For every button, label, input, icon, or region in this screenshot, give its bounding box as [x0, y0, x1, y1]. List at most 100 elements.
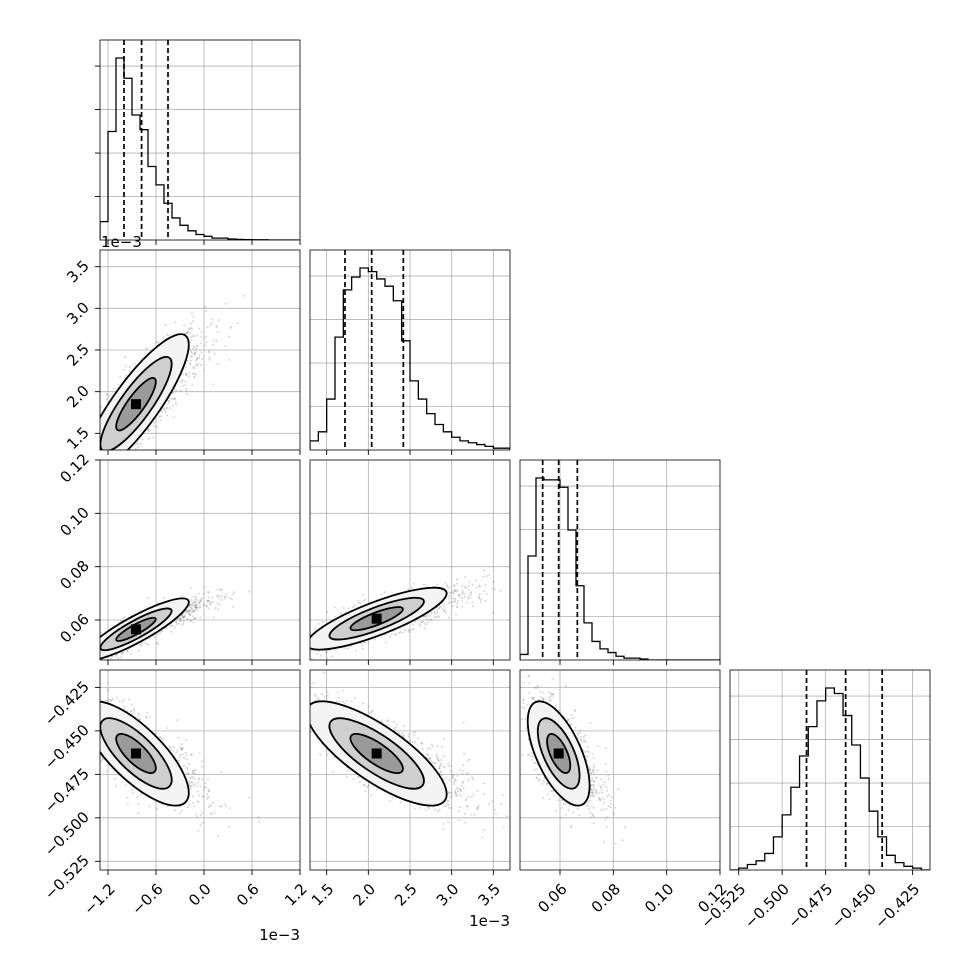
sample-point — [320, 654, 322, 657]
sample-point — [172, 746, 175, 749]
sample-point — [94, 645, 96, 647]
panel-2-2 — [519, 459, 721, 661]
sample-point — [136, 795, 139, 798]
sample-point — [92, 719, 94, 721]
sample-point — [73, 659, 75, 661]
panel-frame — [519, 459, 721, 661]
sample-point — [216, 602, 219, 604]
sample-point — [188, 609, 191, 612]
sample-point — [471, 601, 474, 604]
sample-point — [93, 655, 95, 657]
sample-point — [380, 593, 383, 596]
sample-point — [362, 641, 365, 644]
sample-point — [395, 633, 397, 636]
sample-point — [164, 411, 167, 414]
panel-2-0 — [73, 459, 301, 666]
sample-point — [185, 332, 188, 335]
sample-point — [384, 641, 387, 644]
sample-point — [219, 588, 222, 591]
sample-point — [304, 644, 306, 646]
sample-point — [111, 454, 113, 456]
sample-point — [87, 487, 89, 489]
density-peak — [131, 399, 141, 410]
sample-point — [456, 582, 459, 585]
sample-point — [460, 597, 463, 599]
sample-point — [207, 599, 210, 602]
sample-point — [179, 617, 182, 620]
sample-point — [217, 319, 220, 322]
sample-point — [463, 592, 466, 595]
sample-point — [155, 341, 158, 344]
sample-point — [90, 650, 92, 652]
sample-point — [164, 408, 167, 411]
sample-point — [200, 335, 203, 338]
sample-point — [90, 652, 92, 654]
sample-point — [482, 575, 485, 578]
sample-point — [477, 595, 480, 597]
sample-point — [467, 585, 470, 588]
sample-point — [461, 600, 464, 603]
sample-point — [86, 641, 88, 643]
panel-frame — [99, 39, 301, 241]
sample-point — [196, 362, 199, 365]
sample-point — [389, 635, 392, 638]
sample-point — [181, 373, 184, 376]
sample-point — [493, 588, 496, 591]
sample-point — [89, 649, 91, 651]
sample-point — [83, 656, 85, 658]
sample-point — [164, 323, 167, 326]
sample-point — [203, 586, 206, 589]
sample-point — [187, 609, 190, 612]
sample-point — [193, 601, 196, 604]
sample-point — [97, 461, 99, 463]
sample-point — [85, 655, 87, 657]
sample-point — [192, 315, 195, 318]
sample-point — [444, 611, 447, 614]
sample-point — [120, 652, 123, 654]
sample-point — [191, 328, 194, 331]
sample-point — [144, 352, 147, 354]
sample-point — [117, 383, 120, 386]
sample-point — [187, 773, 190, 775]
sample-point — [436, 615, 439, 618]
sample-point — [186, 332, 189, 335]
sample-point — [122, 617, 125, 619]
sample-point — [85, 485, 87, 487]
sample-point — [194, 606, 197, 609]
sample-point — [190, 355, 192, 358]
sample-point — [198, 778, 201, 781]
sample-point — [205, 786, 208, 789]
sample-point — [102, 664, 104, 666]
density-group — [92, 681, 260, 837]
sample-point — [474, 579, 477, 582]
sample-point — [217, 595, 220, 597]
sample-point — [122, 467, 124, 469]
sample-point — [90, 656, 92, 658]
sample-point — [85, 640, 87, 642]
sample-point — [89, 658, 91, 660]
sample-point — [433, 616, 436, 618]
sample-point — [361, 647, 364, 650]
sample-point — [155, 426, 158, 429]
sample-point — [96, 725, 98, 727]
sample-point — [207, 350, 210, 353]
sample-point — [95, 430, 97, 432]
sample-point — [129, 365, 132, 368]
sample-point — [424, 622, 427, 625]
sample-point — [126, 649, 129, 652]
sample-point — [199, 616, 202, 619]
sample-point — [189, 322, 192, 325]
sample-point — [433, 613, 436, 615]
sample-point — [183, 615, 186, 618]
sample-point — [408, 628, 411, 631]
sample-point — [203, 344, 206, 347]
sample-point — [284, 663, 286, 665]
sample-point — [97, 464, 99, 466]
sample-point — [202, 821, 205, 824]
sample-point — [98, 651, 100, 653]
sample-point — [103, 450, 105, 452]
sample-point — [455, 590, 458, 593]
sample-point — [173, 398, 176, 401]
sample-point — [198, 600, 201, 603]
sample-point — [483, 590, 486, 593]
